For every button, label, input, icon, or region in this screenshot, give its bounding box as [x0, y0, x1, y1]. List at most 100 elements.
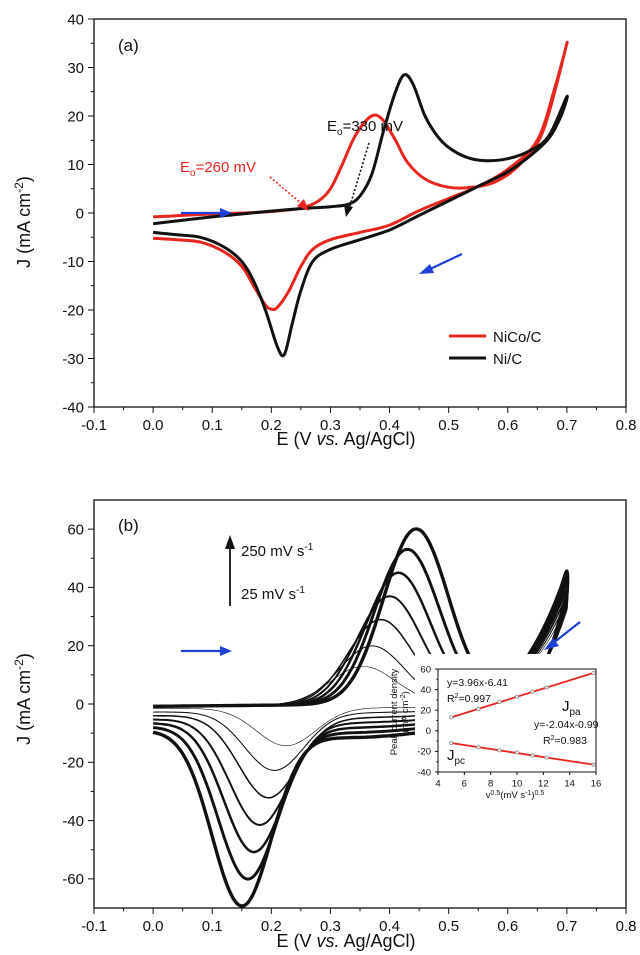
panel-b-curves — [152, 527, 570, 908]
y-tick-label: -40 — [62, 813, 84, 830]
legend-label-ni: Ni/C — [493, 351, 522, 368]
y-tick-label: -40 — [62, 399, 84, 416]
inset-point-jpa — [544, 685, 549, 690]
panel-a-legend: NiCo/C Ni/C — [449, 329, 542, 368]
scan-rate-arrow-head — [225, 535, 235, 549]
inset-y-title-1: Peak current density — [389, 668, 400, 755]
x-tick-label: 0.4 — [379, 417, 400, 434]
y-tick-label: 20 — [67, 108, 84, 125]
x-tick-label: 0.1 — [202, 918, 223, 935]
y-tick-label: 0 — [76, 696, 84, 713]
panel-a-x-axis-title: E (V vs. Ag/AgCl) — [276, 429, 415, 449]
panel-a-y-ticks: -40 -30 -20 -10 0 10 20 30 40 — [62, 11, 94, 416]
panel-b: -0.1 0.0 0.1 0.2 0.3 0.4 0.5 0.6 0.7 0.8 -60 -40 -2… — [12, 499, 636, 951]
x-tick-label: 10 — [512, 779, 523, 790]
y-tick-label: 40 — [420, 685, 431, 696]
y-tick-label: -20 — [417, 747, 431, 758]
y-tick-label: 0 — [76, 205, 84, 222]
inset-point-jpc — [476, 745, 481, 750]
inset-eq-jpa: y=3.96x-6.41 — [447, 677, 508, 689]
panel-b-label: (b) — [118, 516, 139, 535]
x-tick-label: 0.2 — [261, 417, 282, 434]
inset-r2-jpc: R2=0.983 — [543, 735, 587, 747]
y-tick-label: 0 — [426, 726, 431, 737]
panel-a-plot-frame — [93, 18, 627, 408]
x-tick-label: 0.7 — [556, 417, 577, 434]
inset-point-jpa — [449, 715, 454, 720]
inset-point-jpa — [476, 707, 481, 712]
x-tick-label: 0.1 — [202, 417, 223, 434]
x-tick-label: 0.3 — [320, 417, 341, 434]
inset-plot: 4 6 8 10 12 14 16 -40 -20 0 20 40 60 y=3.96x-6.41 R… — [389, 654, 601, 801]
series-nico-curve — [152, 40, 569, 312]
scan-arrow-forward-b-head — [220, 646, 232, 656]
inset-data — [449, 671, 597, 767]
inset-x-title: v0.5(mV s-1)0.5 — [486, 790, 545, 801]
x-tick-label: 6 — [462, 779, 467, 790]
inset-fit-line-jpc — [451, 742, 597, 766]
x-tick-label: 12 — [538, 779, 549, 790]
annotation-e0-260: Eo=260 mV — [180, 159, 256, 179]
inset-fit-line-jpa — [450, 671, 597, 719]
annotation-260-arrow-head — [297, 199, 309, 211]
inset-point-jpc — [515, 750, 520, 755]
inset-point-jpa — [591, 671, 596, 676]
cv-curve-scan-1 — [153, 605, 568, 747]
y-tick-label: 10 — [67, 157, 84, 174]
inset-y-title-2: (mA cm-2) — [400, 691, 411, 733]
annotation-330-arrow-head — [344, 205, 353, 217]
x-tick-label: 0.6 — [497, 417, 518, 434]
panel-b-x-ticks: -0.1 0.0 0.1 0.2 0.3 0.4 0.5 0.6 0.7 0.8 — [81, 908, 636, 935]
panel-b-x-axis-title: E (V vs. Ag/AgCl) — [276, 931, 415, 951]
annotation-e0-330: Eo=330 mV — [327, 118, 403, 138]
y-tick-label: 30 — [67, 60, 84, 77]
legend-label-nico: NiCo/C — [493, 329, 542, 346]
scan-arrow-reverse-b-head — [544, 638, 559, 650]
inset-point-jpa — [530, 689, 535, 694]
inset-point-jpc — [497, 748, 502, 753]
panel-a-curves — [152, 40, 569, 358]
panel-b-y-axis-title: J (mA cm-2) — [12, 653, 34, 745]
y-tick-label: -20 — [62, 302, 84, 319]
y-tick-label: -30 — [62, 351, 84, 368]
y-tick-label: 60 — [67, 521, 84, 538]
x-tick-label: 0.2 — [261, 918, 282, 935]
inset-point-jpa — [515, 694, 520, 699]
x-tick-label: 0.7 — [556, 918, 577, 935]
inset-r2-jpa: R2=0.997 — [447, 693, 491, 705]
panel-a: -0.1 0.0 0.1 0.2 0.3 0.4 0.5 0.6 0.7 0.8 -40 -30 -2… — [12, 11, 636, 449]
x-tick-label: -0.1 — [81, 918, 107, 935]
x-tick-label: 0.8 — [616, 417, 637, 434]
inset-point-jpc — [530, 753, 535, 758]
scan-arrow-reverse — [427, 253, 463, 271]
x-tick-label: 16 — [591, 779, 602, 790]
scan-rate-low-label: 25 mV s-1 — [241, 585, 305, 603]
x-tick-label: 0.0 — [143, 918, 164, 935]
y-tick-label: 40 — [67, 11, 84, 28]
y-tick-label: 60 — [420, 664, 431, 675]
x-tick-label: 0.4 — [379, 918, 400, 935]
x-tick-label: 0.3 — [320, 918, 341, 935]
cv-curve-scan-7 — [152, 527, 570, 908]
panel-a-y-axis-title: J (mA cm-2) — [12, 176, 34, 268]
x-tick-label: 4 — [435, 779, 440, 790]
inset-label-jpa: Jpa — [562, 698, 581, 718]
x-tick-label: 14 — [564, 779, 575, 790]
y-tick-label: 20 — [420, 706, 431, 717]
panel-a-x-ticks: -0.1 0.0 0.1 0.2 0.3 0.4 0.5 0.6 0.7 0.8 — [81, 407, 636, 434]
annotation-260-arrow-line — [269, 176, 303, 205]
inset-x-ticks: 4 6 8 10 12 14 16 — [435, 772, 601, 790]
inset-label-jpc: Jpc — [447, 747, 465, 767]
panel-a-label: (a) — [118, 36, 139, 55]
x-tick-label: 0.5 — [438, 918, 459, 935]
y-tick-label: -40 — [417, 767, 431, 778]
x-tick-label: 0.8 — [616, 918, 637, 935]
inset-point-jpa — [497, 699, 502, 704]
inset-point-jpc — [544, 755, 549, 760]
inset-point-jpc — [591, 762, 596, 767]
scan-arrow-forward-head — [220, 208, 232, 218]
inset-y-ticks: -40 -20 0 20 40 60 — [417, 664, 438, 778]
scan-rate-high-label: 250 mV s-1 — [241, 542, 314, 560]
scan-arrow-reverse-b — [551, 621, 581, 645]
